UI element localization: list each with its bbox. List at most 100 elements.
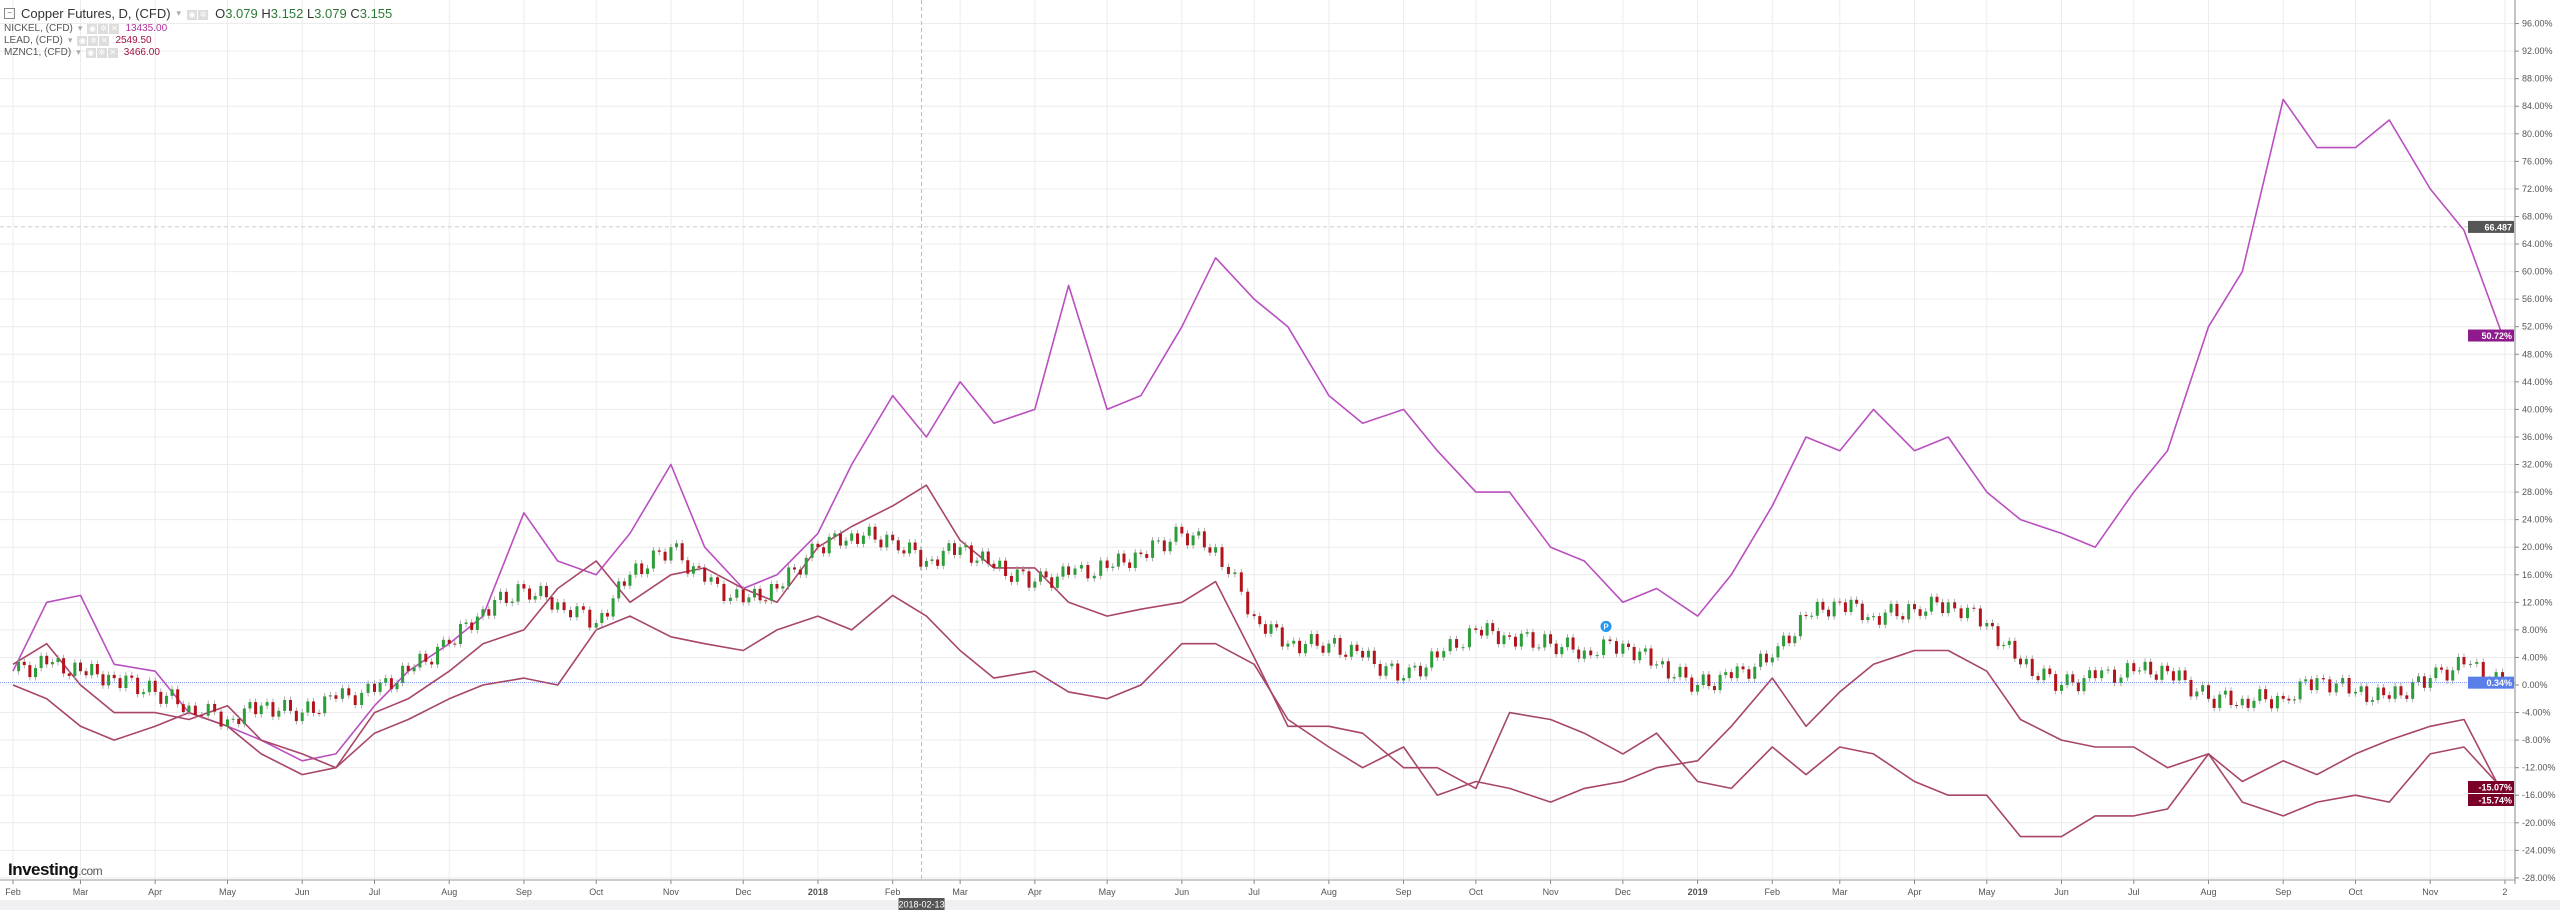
candle-up xyxy=(804,557,808,575)
y-tick-label: 32.00% xyxy=(2522,460,2553,470)
collapse-icon[interactable]: − xyxy=(4,7,15,19)
eye-icon[interactable]: ◉ xyxy=(187,10,198,20)
candle-down xyxy=(2132,663,2136,672)
candle-down xyxy=(588,609,592,628)
legend-overlay-lead: LEAD, (CFD) ▾ ◉ ✲ ✕ 2549.50 xyxy=(4,34,392,46)
gear-icon[interactable]: ✲ xyxy=(198,10,209,20)
candle-up xyxy=(1214,547,1218,553)
candle-up xyxy=(436,646,440,665)
candle-down xyxy=(2439,667,2443,670)
candle-up xyxy=(691,566,695,574)
main-symbol-title[interactable]: Copper Futures, D, (CFD) xyxy=(21,5,171,21)
candle-up xyxy=(242,708,246,725)
candle-up xyxy=(2468,663,2472,665)
candle-down xyxy=(1764,653,1768,663)
overlay-name[interactable]: LEAD, (CFD) xyxy=(4,34,63,46)
nickel-last-label: 50.72% xyxy=(2481,331,2512,341)
eye-icon[interactable]: ◉ xyxy=(87,23,98,34)
candle-down xyxy=(969,545,973,563)
chevron-down-icon[interactable]: ▾ xyxy=(176,7,182,18)
candle-up xyxy=(1655,664,1659,666)
overlay-name[interactable]: NICKEL, (CFD) xyxy=(4,22,73,34)
high-value: 3.152 xyxy=(270,5,304,21)
candle-up xyxy=(1332,638,1336,644)
candle-down xyxy=(2166,665,2170,672)
candle-down xyxy=(2154,674,2158,680)
gear-icon[interactable]: ✲ xyxy=(96,47,107,58)
legend-overlay-zinc: MZNC1, (CFD) ▾ ◉ ✲ ✕ 3466.00 xyxy=(4,46,392,58)
candle-down xyxy=(686,560,690,574)
chevron-down-icon[interactable]: ▾ xyxy=(77,22,83,33)
overlay-name[interactable]: MZNC1, (CFD) xyxy=(4,46,72,58)
candle-down xyxy=(1435,651,1439,658)
candle-down xyxy=(1128,562,1132,568)
candle-down xyxy=(896,540,900,551)
candle-down xyxy=(22,661,26,666)
close-icon[interactable]: ✕ xyxy=(99,35,110,46)
y-tick-label: 88.00% xyxy=(2522,74,2553,84)
eye-icon[interactable]: ◉ xyxy=(77,35,88,46)
candle-up xyxy=(1430,651,1434,668)
candle-up xyxy=(50,662,54,665)
gridlines xyxy=(0,0,2515,880)
candle-down xyxy=(798,569,802,575)
y-tick-label: -24.00% xyxy=(2522,845,2556,855)
candle-up xyxy=(306,701,310,713)
y-tick-label: 0.00% xyxy=(2522,680,2548,690)
candle-down xyxy=(1978,608,1982,627)
candle-down xyxy=(2481,661,2485,680)
candle-up xyxy=(1883,612,1887,625)
candle-up xyxy=(2411,682,2415,699)
crosshair xyxy=(0,0,2515,880)
candle-up xyxy=(475,616,479,630)
candle-up xyxy=(1621,643,1625,654)
x-tick-label: Sep xyxy=(1396,887,1412,897)
candle-down xyxy=(470,622,474,630)
gear-icon[interactable]: ✲ xyxy=(98,23,109,34)
candle-down xyxy=(1275,624,1279,628)
candle-down xyxy=(1418,665,1422,677)
candle-down xyxy=(2183,670,2187,680)
candle-down xyxy=(2048,668,2052,675)
candle-up xyxy=(2125,663,2129,678)
eye-icon[interactable]: ◉ xyxy=(85,47,96,58)
candle-down xyxy=(2399,686,2403,696)
x-tick-label: Nov xyxy=(1543,887,1560,897)
close-icon[interactable]: ✕ xyxy=(107,47,118,58)
candle-up xyxy=(844,540,848,546)
candle-up xyxy=(248,702,252,709)
open-value: 3.079 xyxy=(225,5,258,21)
candle-up xyxy=(340,688,344,699)
chart-legend: − Copper Futures, D, (CFD) ▾ ◉ ✲ O3.079 H… xyxy=(4,4,392,58)
candle-up xyxy=(2275,695,2279,709)
candle-down xyxy=(1004,560,1008,576)
candle-up xyxy=(2137,670,2141,672)
candle-up xyxy=(1461,647,1465,649)
candle-down xyxy=(1338,638,1342,655)
candle-down xyxy=(294,710,298,722)
chevron-down-icon[interactable]: ▾ xyxy=(76,46,81,57)
candle-down xyxy=(1246,591,1250,615)
candle-down xyxy=(1941,602,1945,614)
candle-down xyxy=(447,639,451,644)
candle-down xyxy=(838,533,842,546)
candle-up xyxy=(1442,651,1446,658)
candle-down xyxy=(2093,670,2097,679)
investing-logo[interactable]: Investing.com xyxy=(8,860,103,880)
candle-up xyxy=(634,563,638,575)
candle-down xyxy=(130,675,134,678)
close-label: C xyxy=(350,5,360,21)
chevron-down-icon[interactable]: ▾ xyxy=(67,34,73,45)
candle-down xyxy=(1280,627,1284,647)
close-icon[interactable]: ✕ xyxy=(109,23,120,34)
candle-down xyxy=(703,567,707,582)
candle-up xyxy=(941,550,945,566)
y-tick-label: 12.00% xyxy=(2522,597,2553,607)
candle-down xyxy=(176,689,180,705)
candle-down xyxy=(1086,565,1090,579)
gear-icon[interactable]: ✲ xyxy=(88,35,99,46)
candle-up xyxy=(1390,663,1394,667)
candle-down xyxy=(1990,622,1994,627)
candle-down xyxy=(544,585,548,598)
